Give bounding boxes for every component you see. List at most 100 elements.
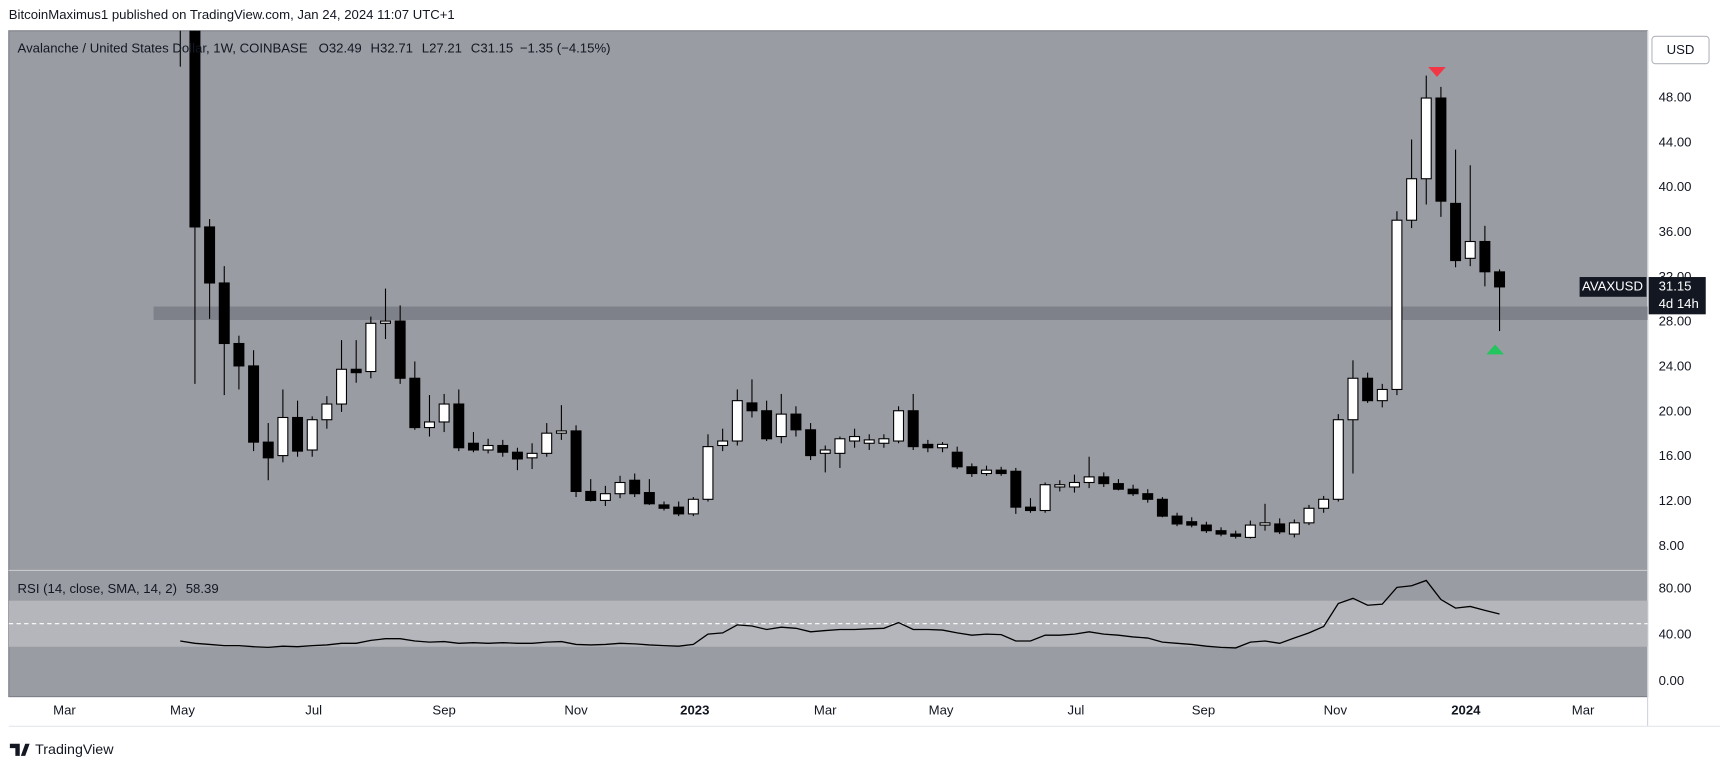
candle-body [1024, 506, 1036, 512]
candle-body [1376, 388, 1388, 402]
logo-icon [9, 743, 30, 756]
candle-body [350, 368, 362, 374]
x-tick-label: 2023 [680, 702, 709, 717]
candle-body [966, 466, 978, 475]
candle-body [497, 444, 509, 453]
candle-body [204, 226, 216, 284]
candle-body [1171, 515, 1183, 525]
candle-body [541, 432, 553, 454]
candle-body [248, 365, 260, 443]
candle-body [1406, 178, 1418, 221]
candle-body [717, 440, 729, 447]
symbol-tag-bg [1579, 277, 1647, 297]
candle-body [995, 469, 1007, 475]
candle-body [1215, 530, 1227, 535]
y-tick-label: 20.00 [1659, 403, 1692, 418]
candle-body [1142, 493, 1154, 500]
candle-body [1347, 377, 1359, 421]
x-tick-label: Mar [53, 702, 76, 717]
x-tick-label: Sep [432, 702, 455, 717]
candle-body [863, 439, 875, 444]
brand: TradingView [35, 742, 114, 758]
candle-body [658, 504, 670, 509]
candle-body [1362, 377, 1374, 402]
candle-body [1200, 524, 1212, 532]
candle-body [467, 442, 479, 451]
candle-body [292, 416, 304, 452]
candle-body [937, 443, 949, 449]
candle-body [893, 410, 905, 442]
candle-body [687, 498, 699, 515]
candle-body [277, 416, 289, 457]
candle-body [1098, 476, 1110, 485]
candle-body [1054, 484, 1066, 488]
symbol-title: Avalanche / United States Dollar, 1W, CO… [18, 41, 308, 56]
candle-body [1318, 498, 1330, 509]
candle-body [1112, 483, 1124, 490]
x-tick-label: Jul [1068, 702, 1085, 717]
candle-body [775, 413, 787, 438]
rsi-legend: RSI (14, close, SMA, 14, 2) 58.39 [18, 582, 219, 597]
y-tick-label: 8.00 [1659, 538, 1685, 553]
x-tick-label: Nov [564, 702, 588, 717]
candle-body [702, 446, 714, 500]
rsi-tick-label: 80.00 [1659, 581, 1692, 596]
y-tick-label: 36.00 [1659, 224, 1692, 239]
bottom-marker [1486, 344, 1504, 355]
candle-body [878, 438, 890, 444]
axes: 8.0012.0016.0020.0024.0028.0032.0036.004… [18, 41, 1706, 717]
top-marker [1428, 66, 1446, 77]
chart-background [8, 30, 1649, 698]
candle-body [746, 402, 758, 412]
candle-body [1156, 498, 1168, 517]
candle-body [1450, 202, 1462, 262]
ohlc-value: 32.71 [380, 41, 413, 56]
candle-body [482, 444, 494, 451]
candle-body [1420, 97, 1432, 180]
y-tick-label: 24.00 [1659, 359, 1692, 374]
ohlc-key: O [319, 41, 329, 56]
candle-body [922, 443, 934, 449]
candle-body [1244, 524, 1256, 538]
rsi-pane [8, 579, 1648, 649]
candle-body [585, 490, 597, 501]
candle-body [233, 342, 245, 367]
y-tick-label: 28.00 [1659, 314, 1692, 329]
candle-body [511, 451, 523, 460]
candle-body [1259, 522, 1271, 526]
candle-body [438, 403, 450, 423]
candle-body [731, 400, 743, 442]
candle-body [189, 30, 201, 228]
candle-body [849, 435, 861, 442]
rsi-tick-label: 0.00 [1659, 673, 1685, 688]
countdown: 4d 14h [1659, 296, 1699, 311]
candle-body [819, 449, 831, 454]
candle-body [1435, 97, 1447, 202]
y-tick-label: 12.00 [1659, 493, 1692, 508]
candle-body [951, 451, 963, 468]
ohlc-key: L [422, 41, 429, 56]
x-tick-label: Jul [305, 702, 322, 717]
candle-body [629, 479, 641, 495]
candle-body [1068, 481, 1080, 488]
candle-body [306, 419, 318, 451]
candle-body [365, 322, 377, 373]
candle-body [1464, 240, 1476, 259]
candle-body [453, 403, 465, 449]
candle-body [394, 320, 406, 379]
support-zone [153, 306, 1648, 320]
x-tick-label: May [929, 702, 954, 717]
candle-body [1288, 522, 1300, 535]
candle-body [321, 403, 333, 421]
candle-body [599, 493, 611, 501]
candle-body [218, 282, 230, 345]
candle-body [1274, 523, 1286, 533]
tradingview-logo: TradingView [9, 742, 114, 758]
candle-body [1230, 533, 1242, 537]
currency-button[interactable] [1651, 35, 1710, 65]
candle-body [526, 452, 538, 459]
candle-body [805, 429, 817, 457]
price-pane [153, 30, 1648, 539]
